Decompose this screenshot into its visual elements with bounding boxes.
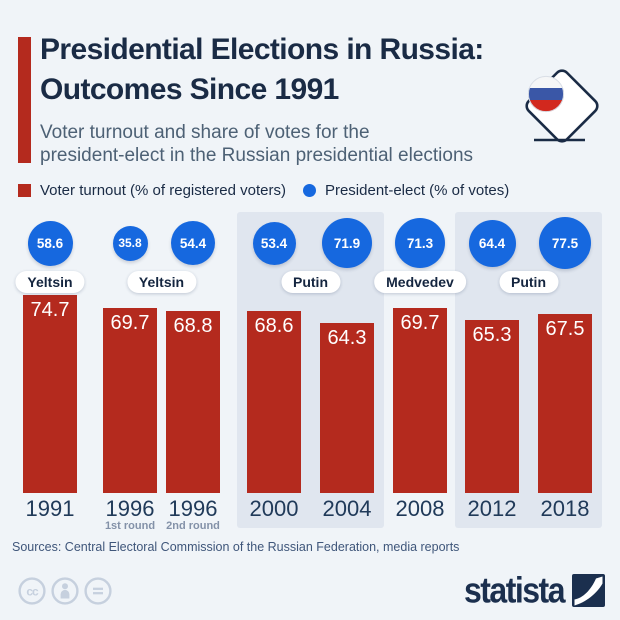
- title-line-2: Outcomes Since 1991: [40, 73, 339, 106]
- turnout-bar: [166, 311, 220, 493]
- turnout-legend-swatch: [18, 184, 31, 197]
- cc-icon: cc: [18, 577, 46, 605]
- statista-logo-icon: [572, 574, 605, 607]
- turnout-bar: [103, 308, 157, 493]
- subtitle: Voter turnout and share of votes for the…: [40, 121, 473, 167]
- turnout-bar: [393, 308, 447, 493]
- vote-share-bubble: 54.4: [171, 221, 215, 265]
- year-label: 1991: [25, 496, 75, 521]
- vote-share-bubble: 58.6: [27, 220, 73, 266]
- chart-area: 58.6 74.7 1991 35.8 69.7 1996 1st round 54.4 68.…: [0, 205, 620, 535]
- bar-value-label: 69.7: [110, 312, 150, 334]
- bar-value-label: 68.8: [173, 315, 213, 337]
- year-label: 1996: [168, 496, 218, 521]
- vote-share-bubble: 71.3: [395, 218, 445, 268]
- vote-share-bubble: 53.4: [252, 221, 296, 265]
- russia-flag-ballot-icon: [525, 69, 599, 143]
- president-elect-legend-dot: [302, 184, 316, 197]
- turnout-bar: [538, 314, 592, 493]
- attribution-icon: [51, 577, 79, 605]
- vote-share-bubble: 35.8: [112, 225, 148, 261]
- winner-pill: Yeltsin: [15, 271, 85, 293]
- year-label: 2004: [322, 496, 372, 521]
- bar-value-label: 65.3: [472, 324, 512, 346]
- bar-value-label: 67.5: [545, 318, 585, 340]
- bar-value-label: 64.3: [327, 327, 367, 349]
- title-accent-bar: [18, 37, 31, 163]
- no-derivatives-icon: [84, 577, 112, 605]
- statista-wordmark: statista: [463, 569, 566, 611]
- year-label: 2018: [540, 496, 590, 521]
- round-label: 2nd round: [166, 520, 220, 532]
- winner-pill: Putin: [281, 271, 340, 293]
- title-line-1: Presidential Elections in Russia:: [40, 33, 484, 66]
- page-title: Presidential Elections in Russia: Outcom…: [40, 30, 484, 110]
- vote-share-bubble: 77.5: [539, 217, 591, 269]
- bar-value-label: 74.7: [30, 299, 70, 321]
- subtitle-line-1: Voter turnout and share of votes for the: [40, 122, 370, 143]
- president-elect-legend-label: President-elect (% of votes): [324, 182, 510, 199]
- turnout-bar: [23, 295, 77, 493]
- bar-value-label: 69.7: [400, 312, 440, 334]
- legend: Voter turnout (% of registered voters) P…: [18, 182, 509, 199]
- winner-pill: Medvedev: [374, 271, 466, 293]
- turnout-legend-label: Voter turnout (% of registered voters): [40, 182, 286, 199]
- year-label: 2008: [395, 496, 445, 521]
- sources-note: Sources: Central Electoral Commission of…: [12, 540, 460, 554]
- turnout-bar: [247, 311, 301, 493]
- turnout-bar: [465, 320, 519, 493]
- bar-value-label: 68.6: [254, 315, 294, 337]
- license-icons: cc: [18, 577, 112, 605]
- round-label: 1st round: [104, 520, 156, 532]
- vote-share-bubble: 64.4: [468, 219, 516, 267]
- statista-logo: statista: [463, 569, 605, 611]
- year-label: 2000: [249, 496, 299, 521]
- svg-text:cc: cc: [26, 585, 39, 599]
- subtitle-line-2: president-elect in the Russian president…: [40, 145, 474, 166]
- turnout-bar: [320, 323, 374, 493]
- year-label: 1996: [105, 496, 155, 521]
- vote-share-bubble: 71.9: [322, 218, 372, 268]
- winner-pill: Yeltsin: [126, 271, 197, 293]
- year-label: 2012: [467, 496, 517, 521]
- winner-pill: Putin: [499, 271, 558, 293]
